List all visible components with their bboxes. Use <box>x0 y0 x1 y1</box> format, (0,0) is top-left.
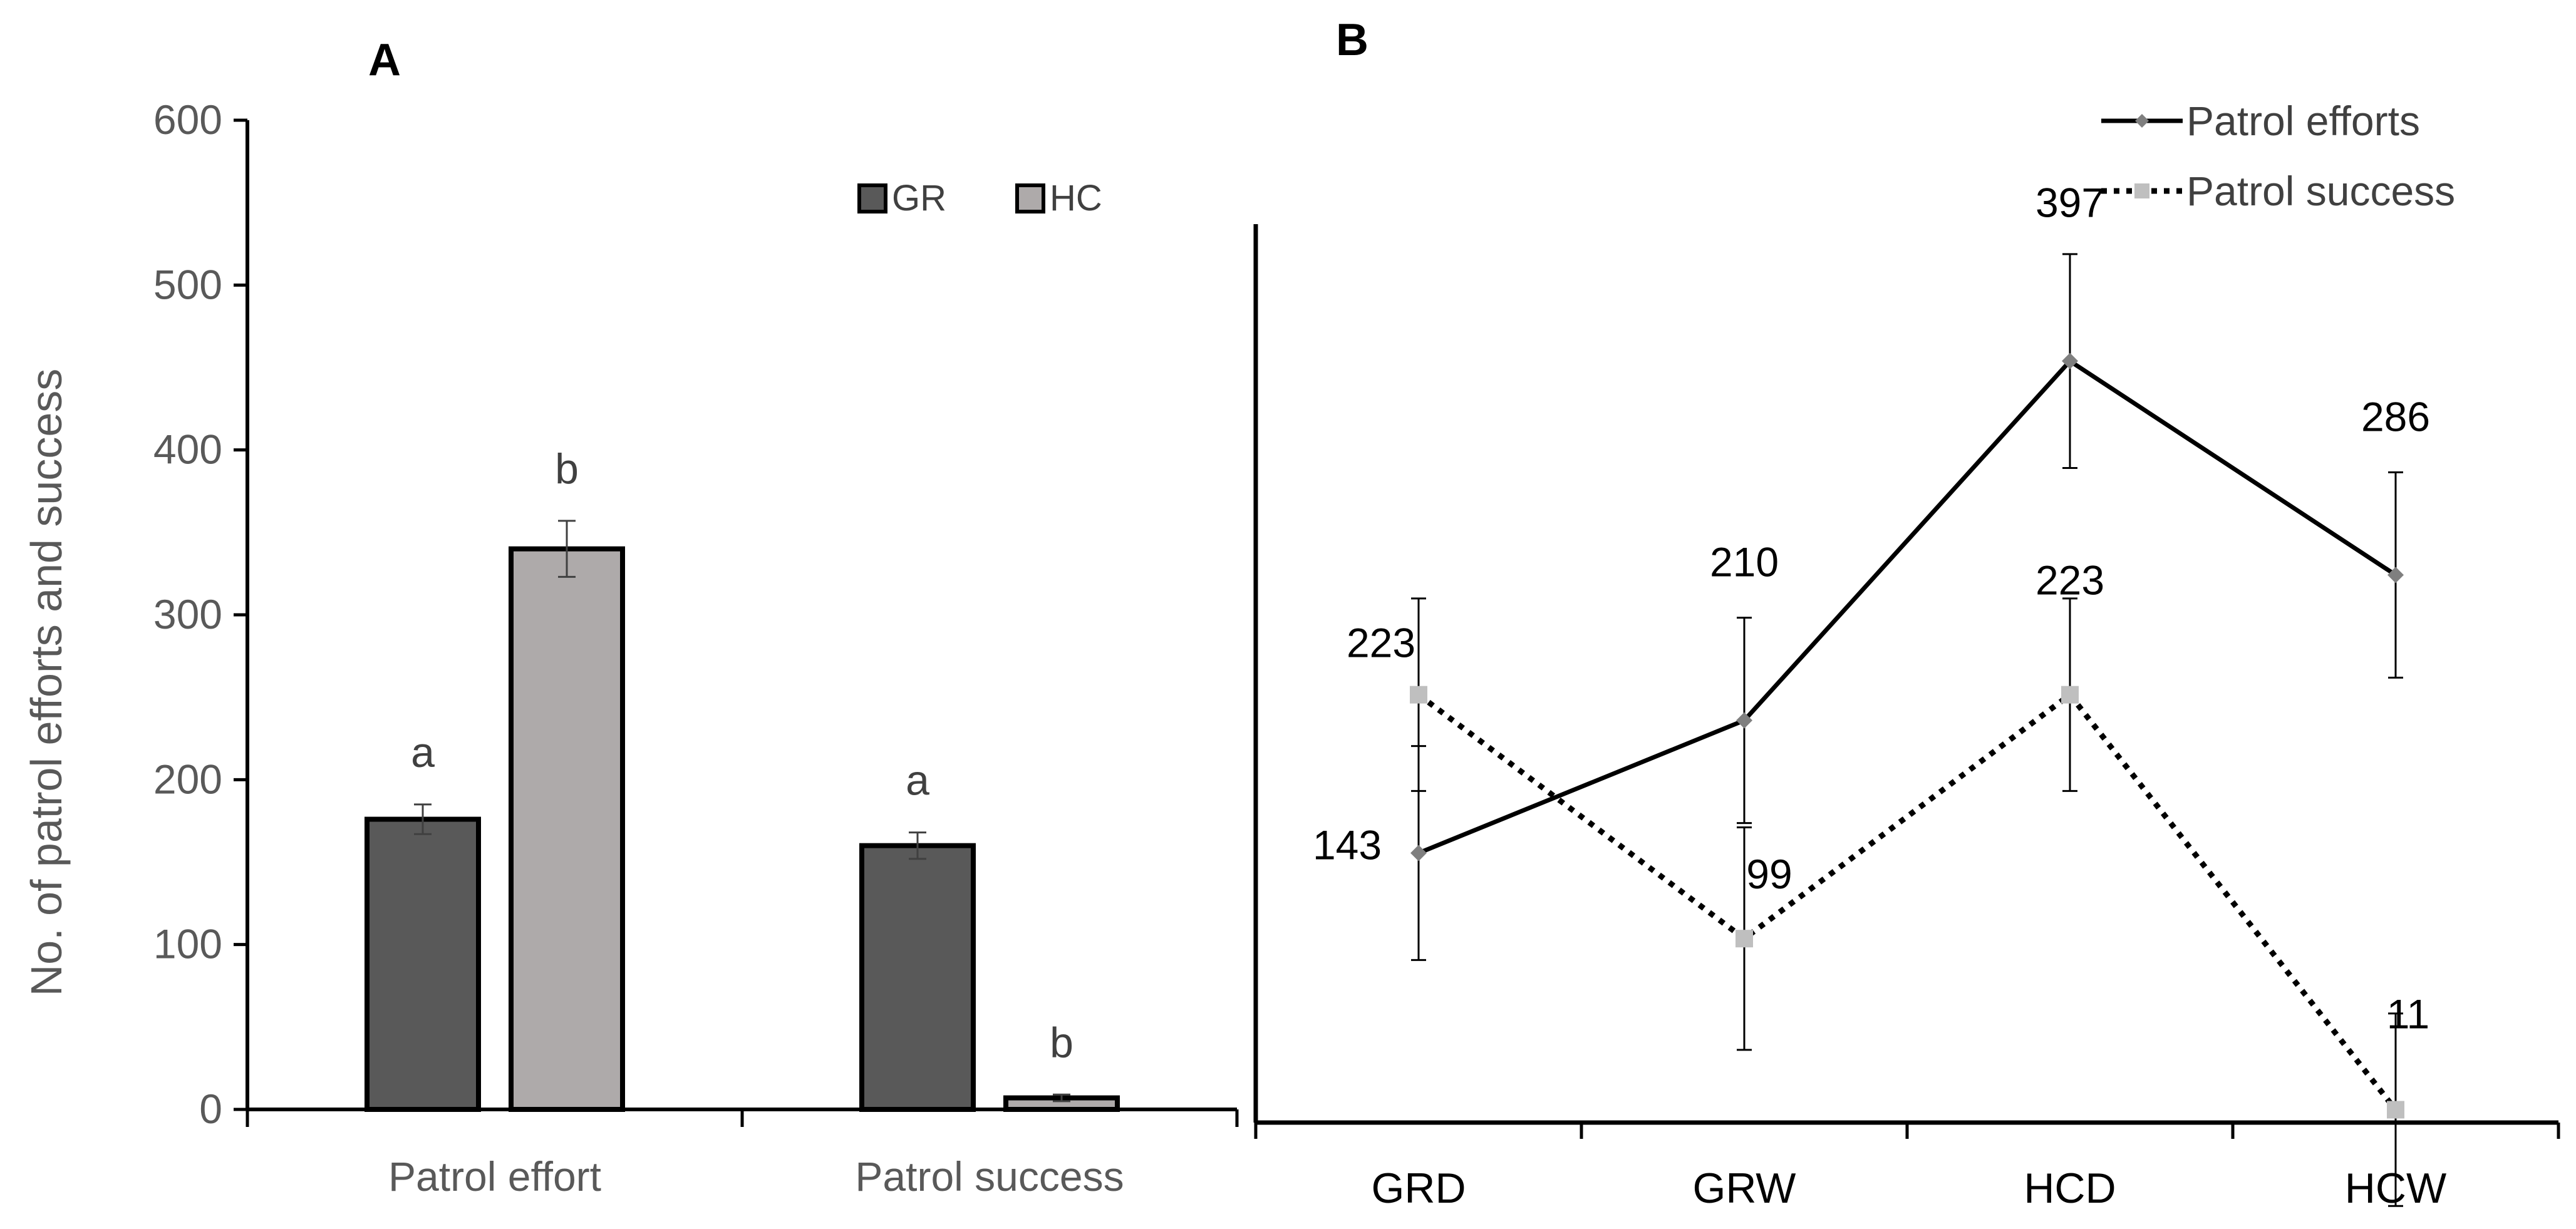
bar-GR-patrol-success <box>859 843 976 1112</box>
data-point-marker <box>2062 352 2078 369</box>
panel-b-label: B <box>1336 15 1368 65</box>
panel-a-y-tick-label: 300 <box>153 591 222 637</box>
legend-marker <box>2135 114 2149 128</box>
data-label: 99 <box>1746 851 1792 897</box>
panel-a-y-tick-label: 200 <box>153 756 222 802</box>
panel-a-y-tick-label: 600 <box>153 96 222 143</box>
data-label: 143 <box>1313 822 1382 868</box>
series-line-patrol-efforts <box>1417 359 2397 855</box>
data-label: 397 <box>2035 180 2104 226</box>
data-point-marker <box>1736 712 1752 729</box>
panel-a-label: A <box>368 35 401 85</box>
legend-label: Patrol efforts <box>2186 98 2420 144</box>
data-label: 223 <box>2035 557 2104 604</box>
data-point-marker <box>1410 686 1427 704</box>
data-label: 286 <box>2361 393 2430 440</box>
significance-letter: b <box>1050 1019 1073 1066</box>
legend-marker <box>2134 183 2149 198</box>
panel-b-legend: Patrol efforts Patrol success <box>2101 98 2455 214</box>
data-label: 223 <box>1347 620 1415 666</box>
legend-swatch-hc <box>1015 183 1045 213</box>
significance-letter: a <box>411 729 435 776</box>
bar-GR-patrol-effort <box>365 816 481 1112</box>
series-line-patrol-success <box>1417 692 2398 1112</box>
panel-a-legend: GR HC <box>857 178 1102 219</box>
bar-HC-patrol-effort <box>509 546 625 1112</box>
data-point-marker <box>2061 686 2079 704</box>
data-point-marker <box>1410 845 1427 861</box>
panel-a-x-tick-label: Patrol success <box>855 1153 1124 1200</box>
panel-a-x-tick-label: Patrol effort <box>388 1153 601 1200</box>
legend-label-gr: GR <box>892 178 946 219</box>
panel-a-y-tick-label: 500 <box>153 261 222 307</box>
panel-a-y-axis-title: No. of patrol efforts and success <box>22 369 71 997</box>
panel-b-x-tick-label: GRD <box>1371 1165 1466 1212</box>
data-point-marker <box>2387 567 2404 584</box>
legend-label-hc: HC <box>1050 178 1102 219</box>
panel-a-y-tick-label: 100 <box>153 921 222 967</box>
panel-a-y-tick-label: 0 <box>199 1086 222 1132</box>
data-point-marker <box>1735 930 1753 948</box>
legend-swatch-gr <box>857 183 887 213</box>
data-label: 11 <box>2387 991 2430 1037</box>
panel-b-x-tick-label: HCD <box>2024 1165 2116 1212</box>
panel-a-bar-chart: A No. of patrol efforts and success a a b b… <box>22 35 1239 1200</box>
panel-b-x-tick-label: GRW <box>1693 1165 1796 1212</box>
data-point-marker <box>2387 1101 2404 1119</box>
legend-label: Patrol success <box>2186 168 2455 214</box>
significance-letter: b <box>555 445 579 493</box>
significance-letter: a <box>906 757 929 805</box>
data-label: 210 <box>1710 539 1779 585</box>
panel-a-y-tick-label: 400 <box>153 426 222 473</box>
